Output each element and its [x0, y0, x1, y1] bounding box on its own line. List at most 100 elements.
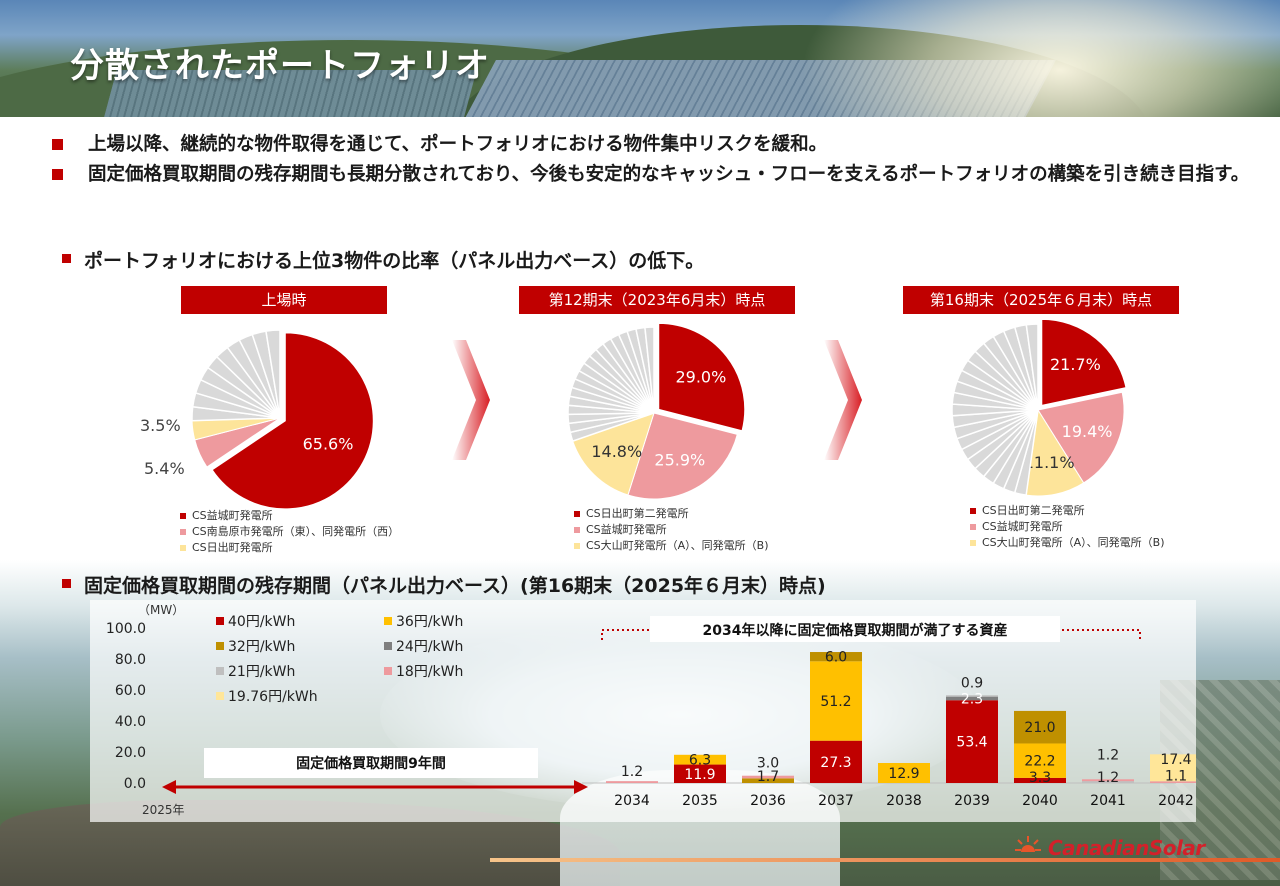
- legend-swatch: [216, 617, 224, 625]
- bar-segment: [810, 652, 862, 662]
- pie-title-3: 第16期末（2025年６月末）時点: [903, 286, 1179, 314]
- bar-segment: [674, 754, 726, 765]
- legend-label: 21円/kWh: [228, 664, 295, 680]
- pie1-legend: CS益城町発電所 CS南島原市発電所（東）、同発電所（西） CS日出町発電所: [180, 508, 399, 556]
- bar-data-label: 12.9: [888, 766, 919, 782]
- x-tick-label: 2040: [1022, 793, 1058, 809]
- legend-swatch: [384, 667, 392, 675]
- bar-data-label: 1.2: [1097, 770, 1119, 786]
- bar-segment: [946, 695, 998, 697]
- bar-data-label: 11.9: [684, 767, 715, 783]
- bar-segment: [742, 778, 794, 783]
- footer-line: [490, 858, 1280, 862]
- period-label-box: [204, 748, 538, 778]
- bar-chart: （MW） 100.0 80.0 60.0 40.0 20.0 0.0 40円/kWh 36円/k…: [106, 603, 1196, 817]
- bar-segment: [878, 763, 930, 783]
- header-banner: [0, 0, 1280, 117]
- bar-data-label: 1.2: [621, 764, 643, 780]
- bar-data-label: 1.1: [1165, 768, 1187, 784]
- legend-item: CS日出町第二発電所: [574, 506, 769, 522]
- pie-slice-label: 19.4%: [1062, 422, 1113, 441]
- bar-segment: [742, 775, 794, 779]
- pie-slice: [572, 412, 655, 496]
- bar-segment: [946, 696, 998, 701]
- start-year-label: 2025年: [142, 803, 185, 817]
- legend-label: CS大山町発電所（A）、同発電所（B): [982, 536, 1165, 549]
- legend-label: CS益城町発電所: [586, 523, 667, 536]
- bar-segment: [1082, 779, 1134, 782]
- bar-data-label: 27.3: [820, 755, 851, 771]
- bar-segment: [810, 661, 862, 741]
- section-heading-pies: ポートフォリオにおける上位3物件の比率（パネル出力ベース）の低下。: [62, 246, 705, 273]
- bar-segment: [674, 764, 726, 783]
- period-label: 固定価格買取期間9年間: [296, 755, 446, 772]
- legend-label: 24円/kWh: [396, 639, 463, 655]
- bar-segment: [1150, 781, 1196, 783]
- pie-slice: [1037, 391, 1125, 484]
- bullet-text-2: 固定価格買取期間の残存期間も長期分散されており、今後も安定的なキャッシュ・フロー…: [88, 164, 1250, 185]
- legend-label: CS大山町発電所（A）、同発電所（B): [586, 539, 769, 552]
- pie-title-2: 第12期末（2023年6月末）時点: [519, 286, 795, 314]
- bar-data-label: 6.0: [825, 650, 847, 666]
- legend-item: CS大山町発電所（A）、同発電所（B): [574, 538, 769, 554]
- bar-data-label: 6.3: [689, 753, 711, 769]
- chevron-arrow-icon-2: [824, 340, 862, 460]
- page-title: 分散されたポートフォリオ: [70, 46, 490, 86]
- pie-slice-other: [644, 326, 655, 414]
- bar-data-label: 2.3: [961, 691, 983, 707]
- section-heading-bars-text: 固定価格買取期間の残存期間（パネル出力ベース）(第16期末（2025年６月末）時…: [84, 575, 826, 597]
- bracket-label-box: [650, 616, 1060, 642]
- bullet-item-2: 固定価格買取期間の残存期間も長期分散されており、今後も安定的なキャッシュ・フロー…: [52, 160, 1272, 190]
- legend-label: CS日出町第二発電所: [586, 507, 689, 520]
- legend-label: CS日出町第二発電所: [982, 504, 1085, 517]
- pie-slice-label: 29.0%: [675, 368, 726, 387]
- legend-swatch: [216, 642, 224, 650]
- pie-chart-2: 29.0% 25.9% 14.8%: [567, 322, 746, 500]
- y-tick-label: 0.0: [124, 776, 146, 792]
- legend-item: CS日出町発電所: [180, 540, 399, 556]
- x-tick-label: 2039: [954, 793, 990, 809]
- y-tick-label: 60.0: [115, 683, 146, 699]
- pie-slice-label: 14.8%: [591, 442, 642, 461]
- bar-data-label: 3.3: [1029, 770, 1051, 786]
- bullet-item-1: 上場以降、継続的な物件取得を通じて、ポートフォリオにおける物件集中リスクを緩和。: [52, 130, 1272, 160]
- chevron-arrow-icon-1: [452, 340, 490, 460]
- legend-swatch: [384, 617, 392, 625]
- x-tick-label: 2038: [886, 793, 922, 809]
- legend-item: CS益城町発電所: [970, 519, 1165, 535]
- logo-text: CanadianSolar: [1048, 836, 1205, 860]
- company-logo: CanadianSolar: [1015, 836, 1205, 860]
- arrow-left-icon: [162, 780, 176, 794]
- pie3-legend: CS日出町第二発電所 CS益城町発電所 CS大山町発電所（A）、同発電所（B): [970, 503, 1165, 551]
- pie1-label-yellow: 3.5%: [140, 416, 181, 435]
- bar-data-label: 51.2: [820, 694, 851, 710]
- x-tick-label: 2042: [1158, 793, 1194, 809]
- sun-logo-icon: [1015, 836, 1041, 852]
- pie-title-1: 上場時: [181, 286, 387, 314]
- legend-label: 18円/kWh: [396, 664, 463, 680]
- bar-data-label: 22.2: [1024, 754, 1055, 770]
- bar-data-label: 1.7: [757, 769, 779, 785]
- legend-label: CS益城町発電所: [192, 509, 273, 522]
- pie-slice-other: [265, 329, 281, 419]
- pie-chart-1: 65.6%: [191, 329, 374, 510]
- legend-item: CS日出町第二発電所: [970, 503, 1165, 519]
- bar-segment: [606, 781, 658, 783]
- y-tick-label: 20.0: [115, 745, 146, 761]
- pie1-label-pink: 5.4%: [144, 459, 185, 478]
- bullet-text-1: 上場以降、継続的な物件取得を通じて、ポートフォリオにおける物件集中リスクを緩和。: [88, 134, 828, 155]
- x-tick-label: 2041: [1090, 793, 1126, 809]
- pie-chart-3: 21.7% 19.4% 11.1%: [951, 318, 1127, 497]
- legend-label: CS益城町発電所: [982, 520, 1063, 533]
- pie-slice-label: 21.7%: [1050, 355, 1101, 374]
- bar-data-label: 17.4: [1160, 752, 1191, 768]
- bar-data-label: 53.4: [956, 735, 987, 751]
- y-axis-label: （MW）: [138, 603, 184, 617]
- legend-swatch: [384, 642, 392, 650]
- section-heading-pies-text: ポートフォリオにおける上位3物件の比率（パネル出力ベース）の低下。: [84, 250, 705, 272]
- bar-data-label: 0.9: [961, 675, 983, 691]
- bar-segment: [1014, 710, 1066, 744]
- legend-label: 36円/kWh: [396, 614, 463, 630]
- legend-swatch: [216, 667, 224, 675]
